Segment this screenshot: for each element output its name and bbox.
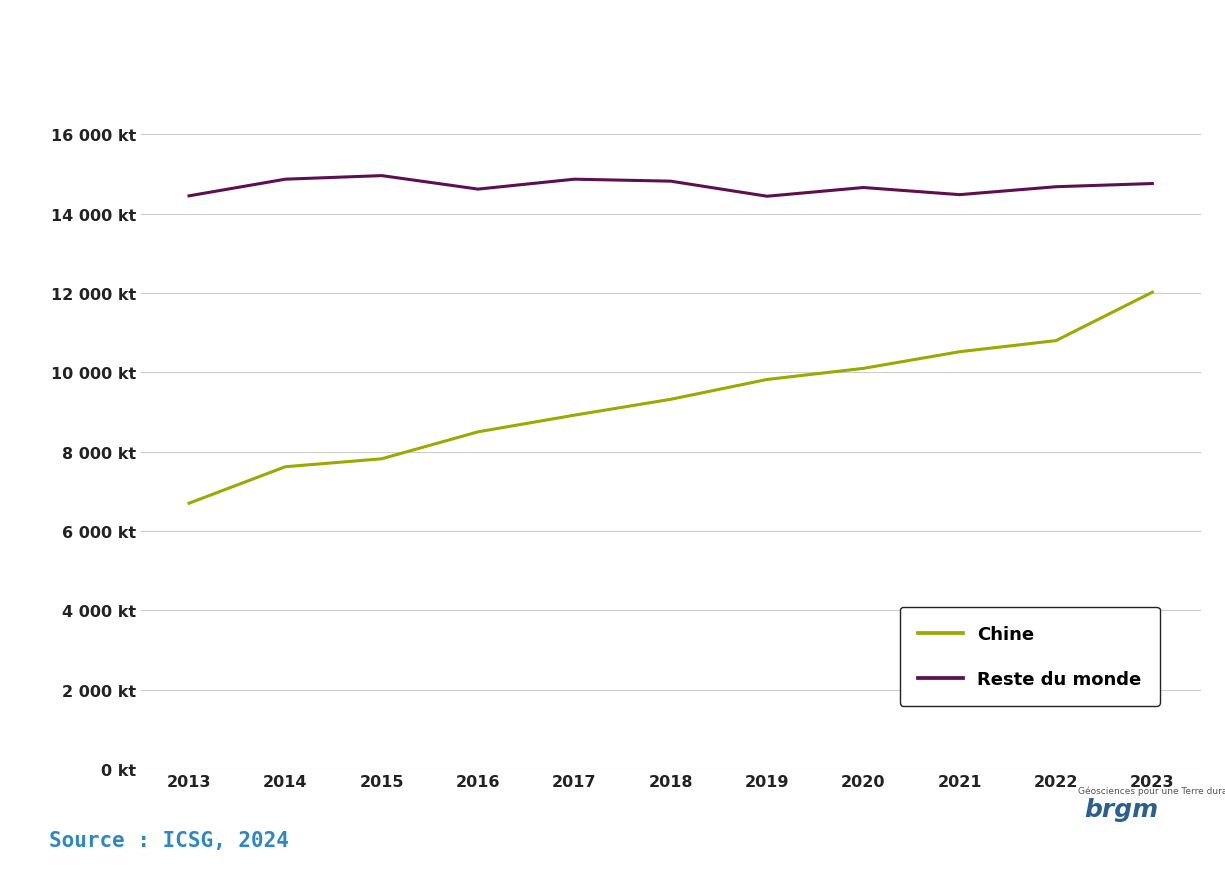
Legend: Chine, Reste du monde: Chine, Reste du monde <box>899 607 1160 706</box>
Text: Géosciences pour une Terre durable: Géosciences pour une Terre durable <box>1078 786 1225 795</box>
Text: Source : ICSG, 2024: Source : ICSG, 2024 <box>49 830 289 850</box>
Text: Évolution de la production de cuivre raffiné de la Chine et du reste du monde de: Évolution de la production de cuivre raf… <box>81 27 1144 51</box>
Text: brgm: brgm <box>1084 797 1158 821</box>
